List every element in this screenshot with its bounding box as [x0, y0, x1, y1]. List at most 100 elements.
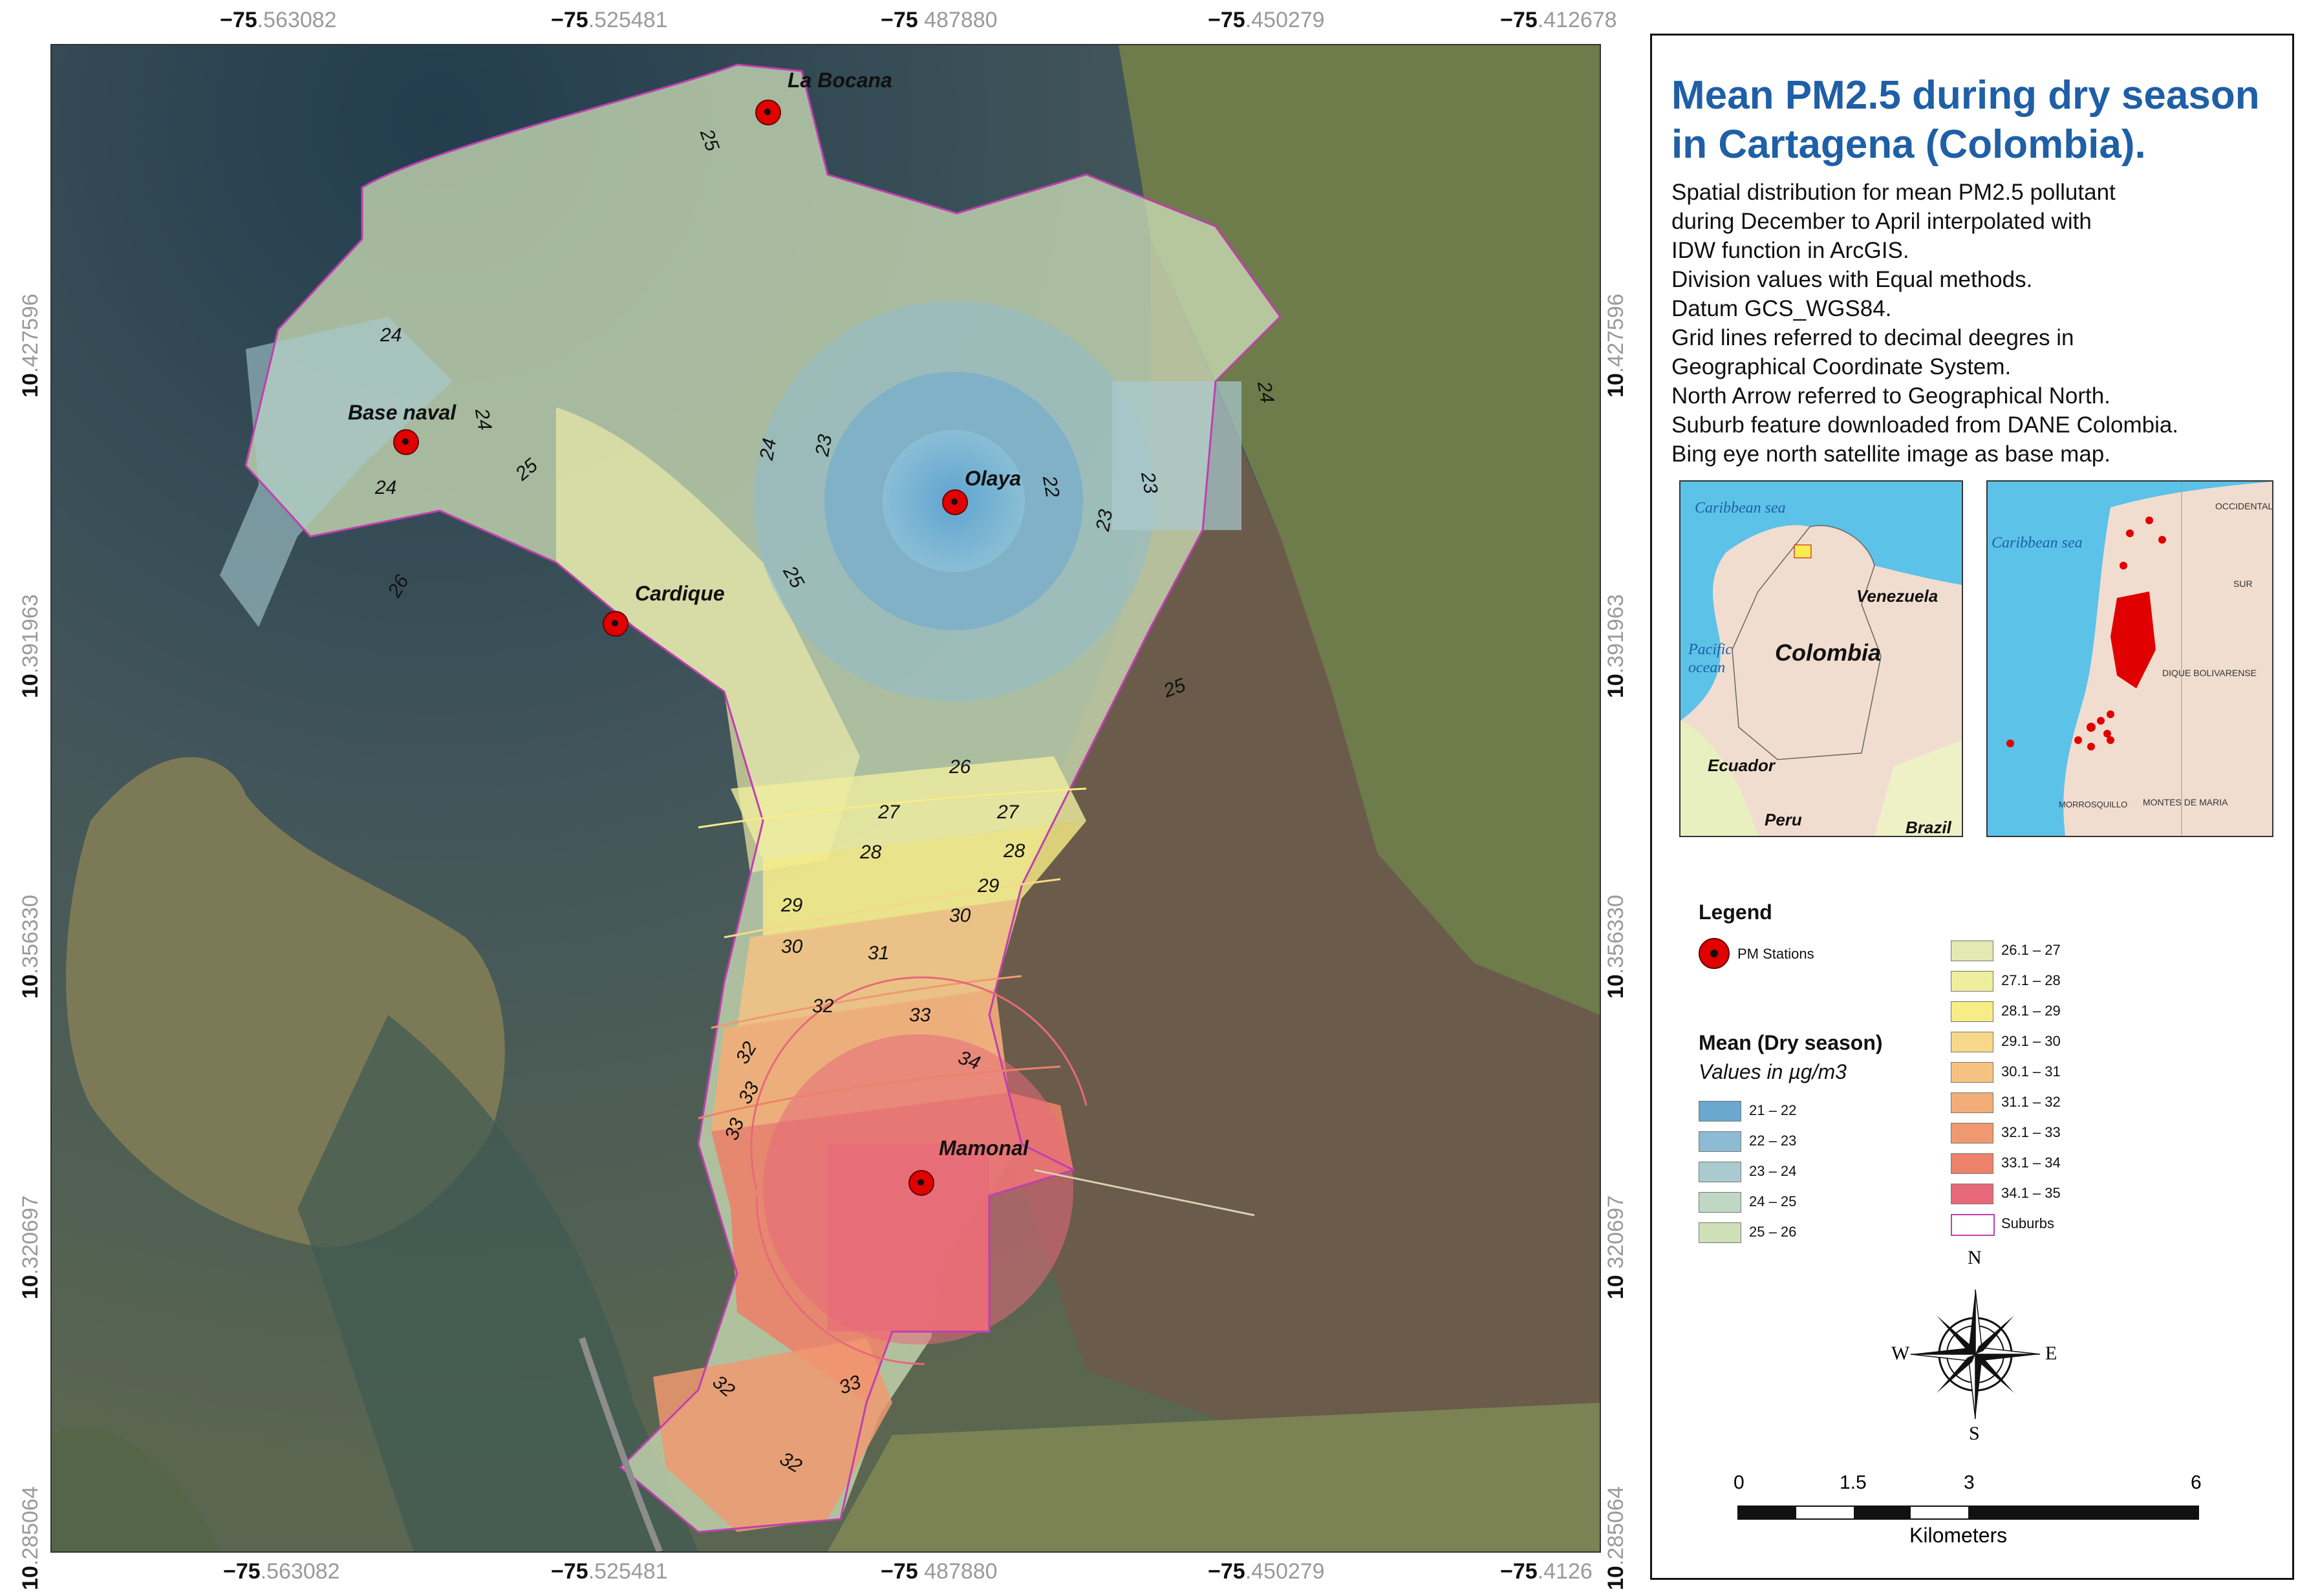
- isoline-label: 24: [1253, 379, 1278, 405]
- inset2-label-morrosquillo: MORROSQUILLO: [2059, 800, 2128, 809]
- compass-e: E: [2045, 1343, 2057, 1364]
- isoline-label: 24: [375, 477, 397, 498]
- isoline-label: 23: [811, 432, 837, 458]
- legend-class-label: 22 – 23: [1749, 1133, 1797, 1149]
- legend-class-label: 27.1 – 28: [2001, 972, 2061, 988]
- isoline-label: 29: [978, 875, 1000, 897]
- legend-class-label: 25 – 26: [1749, 1224, 1797, 1240]
- legend-swatch: [1699, 1131, 1741, 1152]
- station-label-cardique: Cardique: [635, 582, 725, 605]
- lon-label-bottom-4: −75.450279: [1208, 1559, 1325, 1584]
- north-arrow: N S W E: [1885, 1247, 2066, 1445]
- inset1-label-caribbean: Caribbean sea: [1695, 500, 1786, 516]
- isoline-label: 31: [868, 942, 890, 964]
- isoline-label: 22: [1038, 474, 1064, 500]
- legend-swatch: [1951, 1032, 1993, 1052]
- inset1-label-pacific: Pacific ocean: [1688, 641, 1732, 676]
- legend-class-label: 23 – 24: [1749, 1163, 1797, 1179]
- legend-class-label: 29.1 – 30: [2001, 1033, 2061, 1049]
- lat-label-right-2: 10.391963: [1604, 594, 1628, 698]
- compass-rose-icon: [1910, 1289, 2041, 1420]
- compass-s: S: [1969, 1423, 1980, 1444]
- isoline-label: 23: [1137, 470, 1162, 496]
- inset2-label-dique: DIQUE BOLIVARENSE: [2162, 668, 2257, 678]
- isoline-label: 27: [878, 802, 900, 823]
- legend-class-label: 24 – 25: [1749, 1193, 1797, 1209]
- isoline-label: 24: [380, 325, 402, 346]
- legend-class-label: 26.1 – 27: [2001, 942, 2061, 958]
- inset2-label-sur: SUR: [2233, 579, 2253, 589]
- lon-label-bottom-2: −75.525481: [551, 1559, 668, 1584]
- isoline-label: 28: [1004, 840, 1026, 862]
- lat-label-right-5: 10.285064: [1604, 1486, 1628, 1590]
- inset1-label-venezuela: Venezuela: [1856, 586, 1938, 606]
- lat-label-left-5: 10.285064: [18, 1486, 43, 1590]
- legend-swatch: [1951, 971, 1993, 992]
- legend-class-label: 30.1 – 31: [2001, 1063, 2061, 1080]
- lat-label-right-3: 10.356330: [1604, 895, 1628, 999]
- lon-label-top-5: −75.412678: [1500, 8, 1617, 32]
- station-marker-la-bocana[interactable]: [755, 100, 781, 125]
- lat-label-left-4: 10.320697: [18, 1195, 43, 1299]
- legend-swatch: [1951, 1153, 1993, 1174]
- station-marker-base-naval[interactable]: [393, 429, 419, 455]
- legend-swatch: [1699, 1222, 1741, 1243]
- scale-tick-0: 0: [1734, 1472, 1745, 1493]
- station-label-mamonal: Mamonal: [939, 1136, 1029, 1160]
- isoline-label: 24: [756, 436, 781, 462]
- map-canvas: [52, 45, 1600, 1551]
- legend-station-label: PM Stations: [1737, 946, 1814, 962]
- lat-label-left-1: 10.427596: [18, 293, 43, 398]
- legend-station-symbol: [1699, 938, 1730, 969]
- inset1-label-peru: Peru: [1765, 810, 1802, 829]
- inset2-label-montes: MONTES DE MARIA: [2143, 797, 2228, 807]
- legend-swatch: [1951, 1214, 1995, 1236]
- scale-tick-3: 6: [2191, 1472, 2202, 1493]
- station-marker-olaya[interactable]: [942, 489, 968, 515]
- legend-class-label: 21 – 22: [1749, 1102, 1797, 1118]
- station-label-olaya: Olaya: [965, 467, 1022, 490]
- inset2-label-occidental: OCCIDENTAL: [2215, 501, 2273, 511]
- legend-swatch: [1951, 1092, 1993, 1113]
- inset1-label-colombia: Colombia: [1775, 639, 1882, 666]
- compass-w: W: [1891, 1343, 1910, 1364]
- station-marker-mamonal[interactable]: [908, 1170, 934, 1196]
- lon-label-top-3: −75 487880: [881, 8, 998, 32]
- station-label-base-naval: Base naval: [348, 401, 456, 424]
- inset1-label-ecuador: Ecuador: [1708, 756, 1776, 775]
- isoline-label: 33: [909, 1005, 931, 1026]
- lon-label-top-1: −75.563082: [220, 8, 337, 32]
- inset-map-south-america[interactable]: Caribbean sea Venezuela Colombia Pacific…: [1679, 480, 1963, 837]
- legend-swatch: [1951, 1123, 1993, 1144]
- lat-label-right-1: 10.427596: [1604, 293, 1628, 398]
- lon-label-bottom-5: −75.4126: [1500, 1559, 1593, 1584]
- station-label-la-bocana: La Bocana: [788, 69, 892, 92]
- inset-map-bolivar[interactable]: Caribbean sea OCCIDENTAL SUR DIQUE BOLIV…: [1986, 480, 2273, 837]
- panel-title: Mean PM2.5 during dry season in Cartagen…: [1671, 73, 2260, 167]
- isoline-label: 28: [860, 842, 882, 863]
- scale-tick-2: 3: [1964, 1472, 1975, 1493]
- isoline-label: 27: [997, 802, 1019, 823]
- legend-mean-subtitle: Values in µg/m3: [1699, 1060, 1847, 1083]
- legend-mean-title: Mean (Dry season): [1699, 1031, 1883, 1054]
- isoline-label: 23: [1092, 507, 1117, 533]
- scale-tick-1: 1.5: [1840, 1472, 1867, 1493]
- station-marker-cardique[interactable]: [603, 611, 628, 637]
- scale-bar: [1737, 1506, 2199, 1520]
- lon-label-bottom-1: −75.563082: [223, 1559, 340, 1584]
- info-panel: Mean PM2.5 during dry season in Cartagen…: [1650, 34, 2294, 1580]
- lon-label-top-2: −75.525481: [551, 8, 668, 32]
- legend-class-label: 33.1 – 34: [2001, 1154, 2061, 1171]
- isoline-label: 32: [812, 995, 834, 1017]
- inset1-label-brazil: Brazil: [1906, 818, 1951, 837]
- lat-label-right-4: 10 320697: [1604, 1195, 1628, 1299]
- inset2-label-caribbean: Caribbean sea: [1992, 535, 2083, 551]
- lat-label-left-2: 10.391963: [18, 594, 43, 698]
- scale-unit: Kilometers: [1909, 1524, 2008, 1547]
- map-frame[interactable]: La Bocana Base naval Olaya Cardique Mamo…: [50, 44, 1601, 1553]
- legend-class-label: 28.1 – 29: [2001, 1003, 2061, 1019]
- lon-label-bottom-3: −75 487880: [881, 1559, 998, 1584]
- legend-swatch: [1951, 1184, 1993, 1204]
- compass-n: N: [1968, 1247, 1982, 1268]
- legend-class-label: 34.1 – 35: [2001, 1185, 2061, 1201]
